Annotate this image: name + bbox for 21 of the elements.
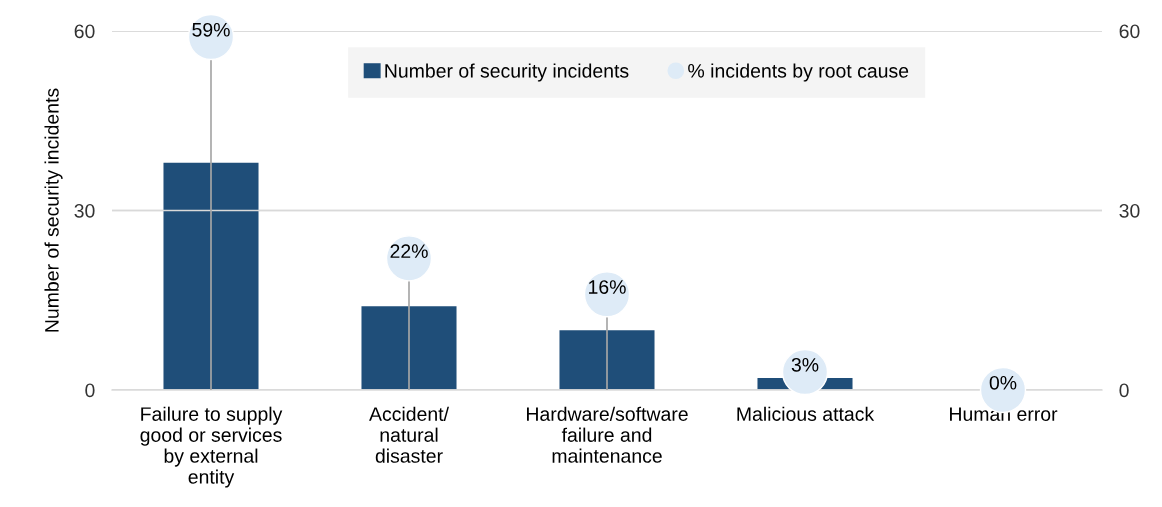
data-label: 16% — [589, 280, 626, 294]
data-label: 59% — [192, 22, 230, 37]
bar — [559, 330, 655, 390]
y2-tick-label: 30 — [1119, 203, 1140, 218]
x-tick-label: Accident/ natural disaster — [369, 406, 449, 463]
y-tick-label: 30 — [74, 203, 95, 218]
x-tick-label: Failure to supply good or services by external entity — [140, 406, 283, 488]
y-tick-label: 60 — [74, 24, 95, 39]
bar — [361, 306, 457, 390]
bar — [163, 162, 259, 390]
y2-tick-label: 0 — [1119, 383, 1129, 398]
data-label: 0% — [989, 375, 1017, 390]
y-axis-title: Number of security incidents — [44, 88, 63, 332]
legend-label: % incidents by root cause — [688, 63, 909, 82]
data-label: 22% — [390, 244, 428, 258]
legend-label: Number of security incidents — [385, 63, 629, 82]
data-label: 3% — [791, 357, 819, 372]
y-tick-label: 0 — [85, 383, 95, 398]
x-tick-label: Malicious attack — [737, 406, 875, 421]
x-tick-label: Hardware/software failure and maintenance — [527, 406, 688, 463]
y2-tick-label: 60 — [1119, 24, 1140, 39]
